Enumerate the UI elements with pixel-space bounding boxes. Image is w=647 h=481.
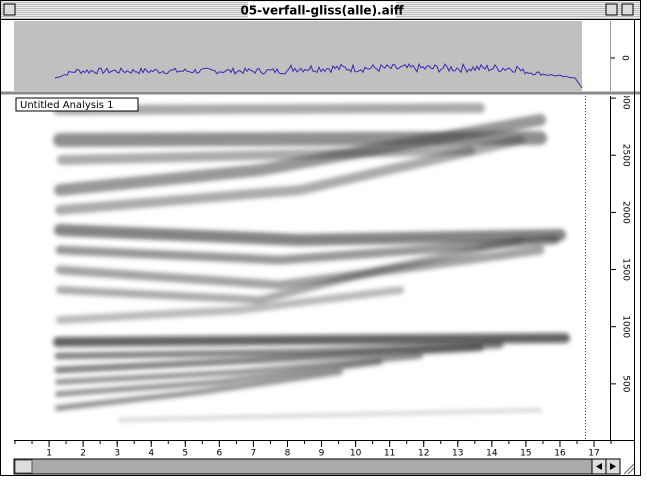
tick-label: 17 bbox=[588, 449, 599, 459]
tick-label: 13 bbox=[452, 449, 463, 459]
tick-label: 3000 bbox=[621, 87, 631, 110]
tick-label: 8 bbox=[285, 449, 291, 459]
tick-label: 7 bbox=[251, 449, 257, 459]
analysis-label-box[interactable] bbox=[15, 97, 139, 112]
tick-label: 15 bbox=[520, 449, 531, 459]
waveform-panel bbox=[14, 21, 582, 91]
tick-label: 3 bbox=[114, 449, 120, 459]
tick-label: 9 bbox=[319, 449, 325, 459]
tick-label: 4 bbox=[148, 449, 154, 459]
tick-label: 2 bbox=[80, 449, 86, 459]
arrow-left bbox=[596, 463, 602, 470]
window-title: 05-verfall-gliss(alle).aiff bbox=[240, 4, 403, 18]
title-bg bbox=[248, 2, 396, 18]
waveform-scale bbox=[582, 21, 634, 91]
close-box[interactable] bbox=[3, 3, 16, 16]
scrollbar[interactable] bbox=[13, 458, 593, 475]
tick-label: 500 bbox=[621, 375, 631, 392]
tick-label: 10 bbox=[350, 449, 362, 459]
waveform bbox=[54, 62, 583, 89]
tick-label: 1 bbox=[46, 449, 52, 459]
tick-label: 2500 bbox=[621, 144, 631, 167]
resize-grip[interactable] bbox=[623, 463, 635, 475]
tick-label: 6 bbox=[216, 449, 222, 459]
zoom-box[interactable] bbox=[605, 3, 618, 16]
analysis-label: Untitled Analysis 1 bbox=[20, 100, 113, 111]
tick-label: 2000 bbox=[621, 201, 631, 224]
tick-label: 16 bbox=[554, 449, 566, 459]
tick-label: 11 bbox=[384, 449, 395, 459]
tick-label: 1500 bbox=[621, 258, 631, 281]
arrow-right bbox=[610, 463, 616, 470]
spectrogram bbox=[53, 103, 570, 422]
tick-label: 5 bbox=[182, 449, 188, 459]
tick-label: 12 bbox=[418, 449, 429, 459]
time-ruler bbox=[14, 440, 634, 458]
scroll-thumb[interactable] bbox=[14, 459, 33, 474]
tick-label: 14 bbox=[486, 449, 498, 459]
frequency-scale bbox=[610, 96, 634, 440]
collapse-box[interactable] bbox=[621, 3, 634, 16]
tick-label: 1000 bbox=[621, 315, 631, 338]
tick-label: 0 bbox=[620, 55, 630, 61]
